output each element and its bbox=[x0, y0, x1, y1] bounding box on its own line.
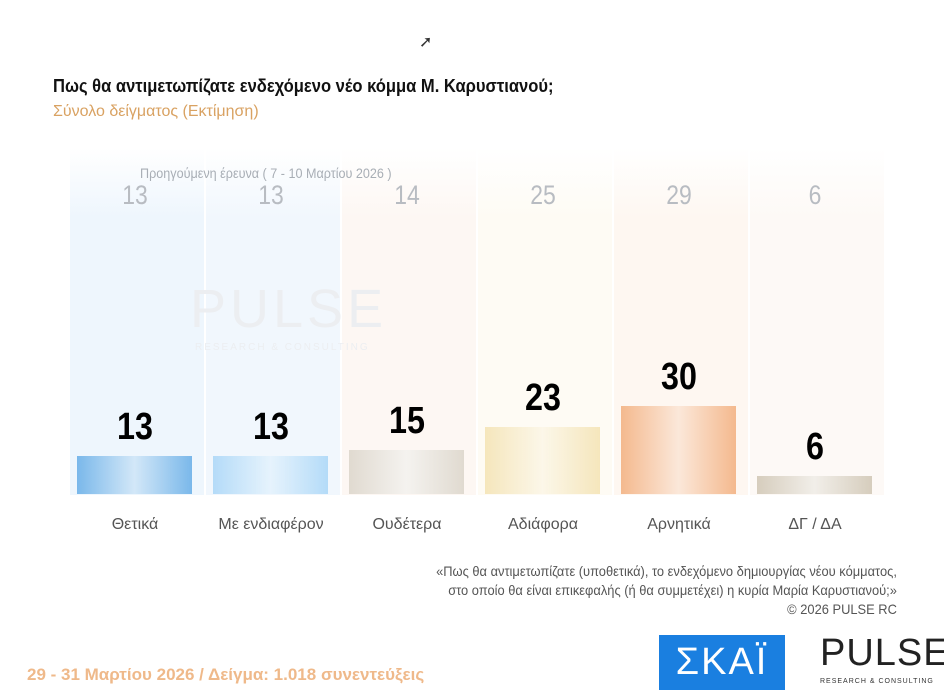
value-label: 30 bbox=[661, 356, 697, 399]
pulse-logo-tagline: RESEARCH & CONSULTING bbox=[820, 678, 934, 685]
value-label: 13 bbox=[253, 405, 289, 448]
previous-value-label: 25 bbox=[530, 180, 556, 210]
mouse-cursor-icon: ➚ bbox=[419, 34, 433, 51]
column-background bbox=[750, 148, 884, 495]
category-label: Αδιάφορα bbox=[507, 516, 578, 533]
watermark-logo: PULSE bbox=[190, 279, 388, 339]
value-label: 23 bbox=[525, 376, 561, 419]
value-label: 15 bbox=[389, 400, 425, 443]
note-line-1: «Πως θα αντιμετωπίζατε (υποθετικά), το ε… bbox=[436, 563, 897, 579]
footer-sample-info: 29 - 31 Μαρτίου 2026 / Δείγμα: 1.018 συν… bbox=[27, 665, 425, 684]
column-background bbox=[342, 148, 476, 495]
column-background bbox=[70, 148, 204, 495]
category-label: Ουδέτερα bbox=[372, 516, 442, 533]
value-label: 13 bbox=[117, 405, 153, 448]
value-label: 6 bbox=[806, 426, 824, 469]
category-label: Αρνητικά bbox=[647, 516, 711, 533]
previous-value-label: 13 bbox=[122, 180, 148, 210]
bar bbox=[77, 455, 192, 494]
chart-subtitle: Σύνολο δείγματος (Εκτίμηση) bbox=[53, 103, 259, 120]
bar bbox=[213, 455, 328, 494]
category-label: Με ενδιαφέρον bbox=[218, 516, 324, 533]
previous-value-label: 13 bbox=[258, 180, 284, 210]
previous-value-label: 6 bbox=[808, 180, 822, 210]
bar bbox=[621, 406, 736, 494]
previous-survey-label: Προηγούμενη έρευνα ( 7 - 10 Μαρτίου 2026… bbox=[140, 165, 392, 181]
skai-logo: ΣΚΑΪ bbox=[659, 635, 785, 690]
note-line-2: στο οποίο θα είναι επικεφαλής (ή θα συμμ… bbox=[448, 582, 897, 598]
bar bbox=[485, 426, 600, 494]
category-label: ΔΓ / ΔΑ bbox=[788, 516, 842, 533]
category-label: Θετικά bbox=[111, 516, 159, 533]
copyright: © 2026 PULSE RC bbox=[787, 601, 897, 617]
bar bbox=[757, 476, 872, 494]
bar bbox=[349, 450, 464, 494]
chart-title: Πως θα αντιμετωπίζατε ενδεχόμενο νέο κόμ… bbox=[53, 76, 554, 96]
previous-value-label: 14 bbox=[394, 180, 420, 210]
pulse-logo: PULSE bbox=[820, 632, 944, 674]
column-background bbox=[206, 148, 340, 495]
previous-value-label: 29 bbox=[666, 180, 692, 210]
question-note: «Πως θα αντιμετωπίζατε (υποθετικά), το ε… bbox=[436, 562, 897, 619]
watermark-tagline: RESEARCH & CONSULTING bbox=[195, 342, 370, 353]
